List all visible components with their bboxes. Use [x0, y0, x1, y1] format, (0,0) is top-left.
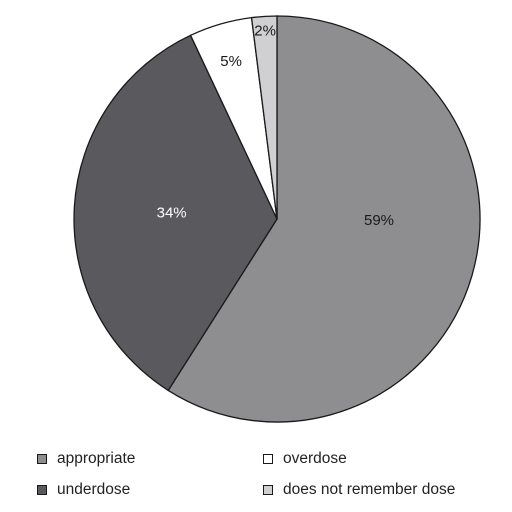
pie-slice-appropriate: [167, 15, 481, 423]
pie-value-label-underdose: 34%: [157, 204, 187, 221]
pie-value-label-does-not-remember-dose: 2%: [254, 23, 276, 40]
pie-slice-does-not-remember-dose: [250, 15, 278, 220]
pie-value-label-appropriate: 59%: [364, 212, 394, 229]
pie-value-label-overdose: 5%: [220, 53, 242, 70]
pie-slice-underdose: [73, 34, 278, 392]
